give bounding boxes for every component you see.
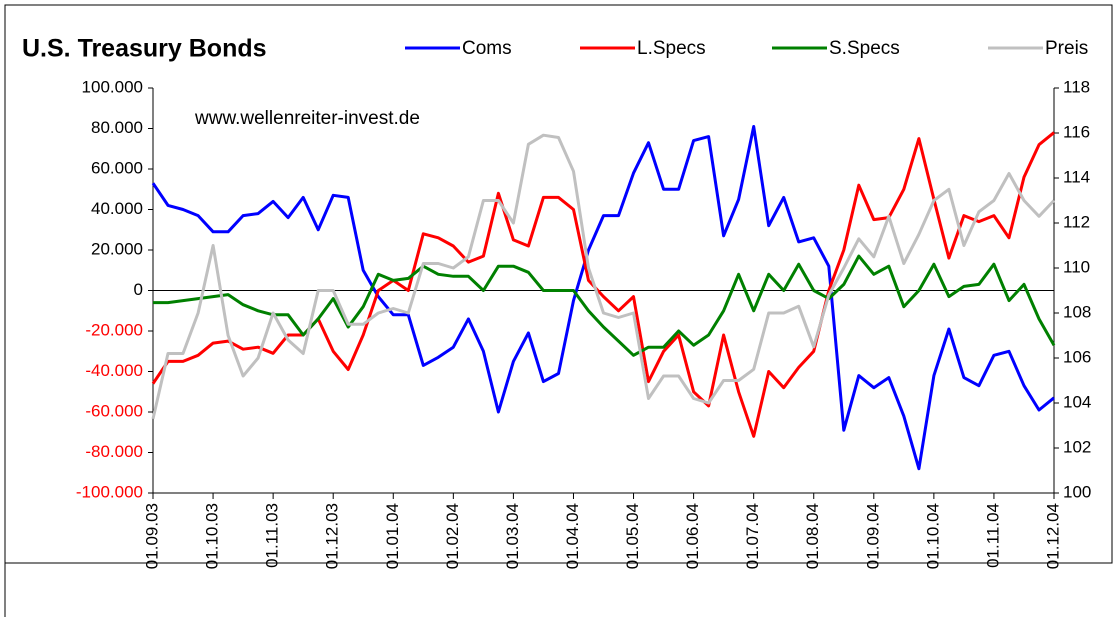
y2-tick-label: 106 — [1063, 347, 1091, 366]
x-tick-label: 01.05.04 — [623, 503, 642, 569]
series-line — [151, 133, 1056, 420]
y-tick-label: -100.000 — [76, 482, 143, 501]
legend-label: L.Specs — [637, 38, 706, 59]
x-tick-label: 01.11.04 — [983, 503, 1002, 568]
y-tick-label: 20.000 — [91, 239, 143, 258]
x-tick-label: 01.10.04 — [923, 503, 942, 569]
y-tick-label: -40.000 — [85, 361, 143, 380]
y-tick-label: 0 — [134, 280, 143, 299]
legend-label: Coms — [462, 38, 512, 59]
x-tick-label: 01.12.03 — [323, 503, 342, 569]
legend-label: Preis — [1045, 38, 1088, 59]
series-line — [151, 125, 1055, 471]
legend-label: S.Specs — [829, 38, 900, 59]
y-tick-label: 40.000 — [91, 199, 143, 218]
y-tick-label: -80.000 — [85, 442, 143, 461]
y-tick-label: -20.000 — [85, 320, 143, 339]
annotation: www.wellenreiter-invest.de — [194, 108, 420, 129]
y2-tick-label: 110 — [1063, 257, 1090, 276]
y-tick-label: 80.000 — [91, 118, 143, 137]
x-tick-label: 01.10.03 — [203, 503, 222, 569]
x-tick-label: 01.12.04 — [1043, 503, 1062, 569]
y2-tick-label: 118 — [1063, 77, 1090, 96]
chart-frame — [4, 4, 1113, 564]
y2-tick-label: 114 — [1063, 167, 1090, 186]
x-tick-label: 01.08.04 — [803, 503, 822, 569]
x-tick-label: 01.11.03 — [263, 503, 282, 568]
y-tick-label: -60.000 — [85, 401, 143, 420]
x-tick-label: 01.09.03 — [142, 503, 161, 569]
y-tick-label: 100.000 — [82, 77, 143, 96]
y-tick-label: 60.000 — [91, 158, 143, 177]
x-tick-label: 01.04.04 — [563, 503, 582, 569]
x-tick-label: 01.07.04 — [743, 503, 762, 569]
y2-tick-label: 102 — [1063, 437, 1091, 456]
series-line — [153, 254, 1056, 357]
x-tick-label: 01.06.04 — [683, 503, 702, 569]
chart-title: U.S. Treasury Bonds — [22, 35, 267, 63]
y2-tick-label: 100 — [1063, 482, 1091, 501]
x-tick-label: 01.02.04 — [443, 503, 462, 569]
y2-tick-label: 116 — [1063, 122, 1090, 141]
x-tick-label: 01.03.04 — [503, 503, 522, 569]
y2-tick-label: 108 — [1063, 302, 1091, 321]
x-tick-label: 01.09.04 — [863, 503, 882, 569]
y2-tick-label: 104 — [1063, 392, 1091, 411]
x-tick-label: 01.01.04 — [383, 503, 402, 569]
y2-tick-label: 112 — [1063, 212, 1090, 231]
